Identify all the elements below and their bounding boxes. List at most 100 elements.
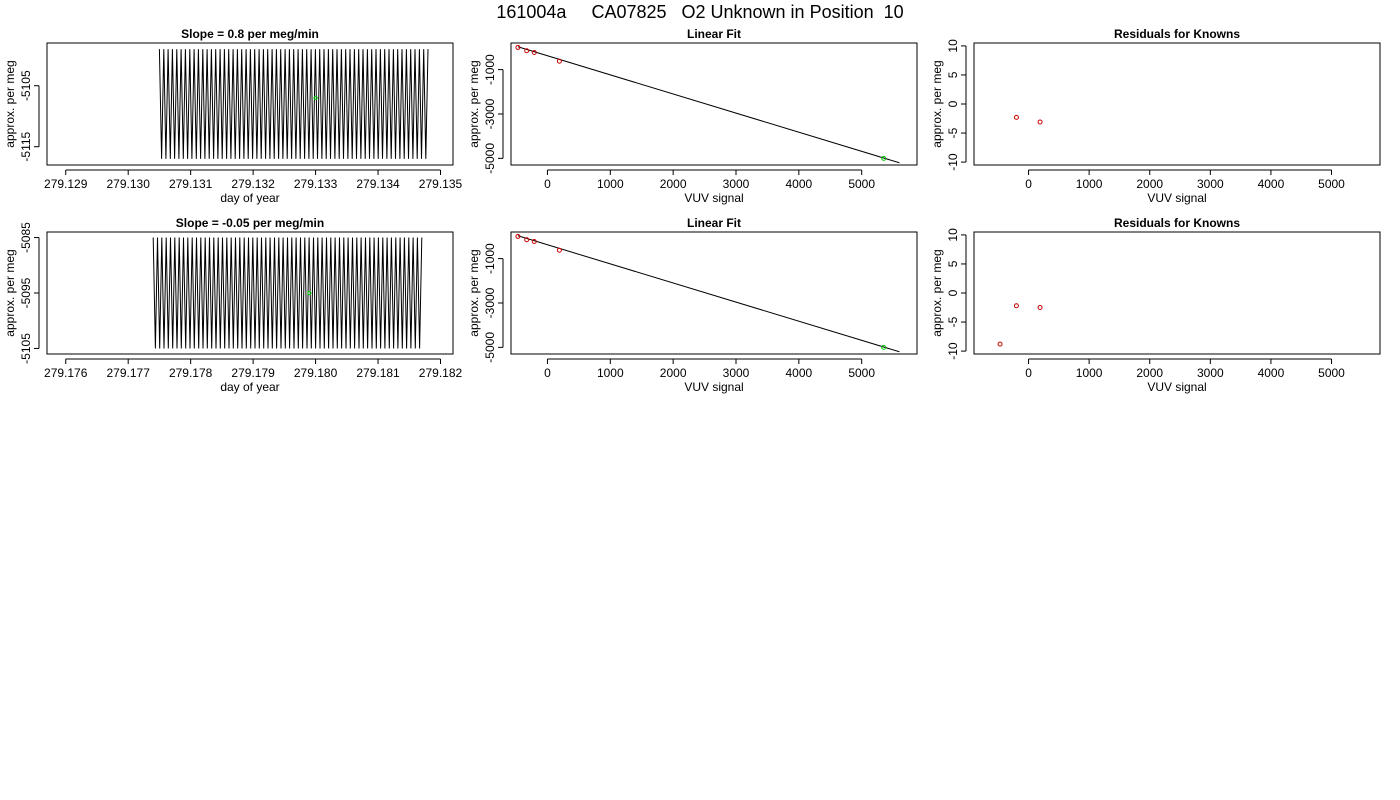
data-area [515,44,900,164]
x-tick-label: 5000 [1318,177,1345,191]
x-tick-label: 2000 [660,177,687,191]
plot-frame [46,42,454,166]
x-tick-label: 5000 [848,366,875,380]
unknown-marker [307,290,312,296]
x-tick-label: 279.135 [419,177,463,191]
x-tick-label: 279.132 [231,177,275,191]
trace-line [152,237,423,349]
y-tick-label: -1000 [483,54,497,85]
x-tick-label: 4000 [785,177,812,191]
y-axis-label: approx. per meg [930,249,944,336]
y-tick-label: -5085 [19,222,33,253]
plot-frame [510,231,918,355]
x-tick-label: 0 [544,177,551,191]
known-point [556,58,562,64]
x-tick-label: 4000 [1258,366,1285,380]
x-tick-label: 279.130 [107,177,151,191]
unknown-point [881,344,887,350]
x-tick-label: 279.180 [294,366,338,380]
x-tick-label: 2000 [1136,366,1163,380]
x-tick-label: 1000 [597,366,624,380]
data-area [997,303,1043,347]
known-point [515,44,521,50]
chart-title: Residuals for Knowns [1114,216,1240,230]
chart-title: Slope = -0.05 per meg/min [176,216,324,230]
x-tick-label: 2000 [1136,177,1163,191]
y-axis-label: approx. per meg [3,60,17,147]
data-area [1013,114,1043,125]
panel-r1-trace: Slope = 0.8 per meg/min 279.129 279.130 279… [3,27,463,205]
known-point [1013,114,1019,120]
x-tick-label: 0 [544,366,551,380]
panel-r2-fit: Linear Fit 0 1000 2000 3000 4000 5000 VUV signa… [467,216,918,394]
x-axis-label: VUV signal [684,380,743,394]
fit-line [517,46,900,164]
known-point [515,233,521,239]
y-axis-label: approx. per meg [467,249,481,336]
y-tick-label: -10 [946,342,960,360]
y-tick-label: 0 [946,289,960,296]
x-axis-label: day of year [220,380,279,394]
known-point [1013,303,1019,309]
known-point [556,247,562,253]
y-tick-label: 5 [946,71,960,78]
x-tick-label: 4000 [1258,177,1285,191]
x-tick-label: 279.177 [107,366,151,380]
x-tick-label: 0 [1025,366,1032,380]
trace-line [158,49,429,159]
y-tick-label: -5095 [19,277,33,308]
data-area [515,233,900,353]
x-tick-label: 2000 [660,366,687,380]
y-tick-label: -5000 [483,143,497,174]
known-point [997,341,1003,347]
chart-title: Linear Fit [687,216,741,230]
x-tick-label: 279.129 [44,177,88,191]
x-tick-label: 0 [1025,177,1032,191]
chart-title: Slope = 0.8 per meg/min [181,27,319,41]
chart-title: Linear Fit [687,27,741,41]
plot-frame [510,42,918,166]
x-axis-label: day of year [220,191,279,205]
panel-r1-resid: Residuals for Knowns 0 1000 2000 3000 4000 500… [930,27,1381,205]
y-tick-label: -5000 [483,332,497,363]
x-axis-label: VUV signal [684,191,743,205]
known-point [1037,119,1043,125]
y-tick-label: -3000 [483,287,497,318]
y-tick-label: -5105 [19,70,33,101]
x-tick-label: 3000 [723,366,750,380]
y-tick-label: -1000 [483,243,497,274]
known-point [524,237,530,243]
page-title: 161004a CA07825 O2 Unknown in Position 1… [496,2,904,22]
x-tick-label: 279.181 [356,366,400,380]
x-tick-label: 279.179 [231,366,275,380]
plot-frame [973,231,1381,355]
x-axis-label: VUV signal [1147,191,1206,205]
x-tick-label: 279.178 [169,366,213,380]
y-tick-label: 10 [946,228,960,242]
data-area [158,49,429,159]
x-tick-label: 279.133 [294,177,338,191]
x-tick-label: 1000 [597,177,624,191]
y-tick-label: -10 [946,153,960,171]
known-point [531,239,537,245]
x-tick-label: 279.131 [169,177,213,191]
x-tick-label: 5000 [848,177,875,191]
data-area [152,237,423,349]
x-tick-label: 3000 [723,177,750,191]
x-tick-label: 1000 [1076,177,1103,191]
x-tick-label: 3000 [1197,177,1224,191]
plot-frame [46,231,454,355]
panel-r2-resid: Residuals for Knowns 0 1000 2000 3000 4000 500… [930,216,1381,394]
y-tick-label: -5115 [19,131,33,161]
x-tick-label: 1000 [1076,366,1103,380]
y-axis-label: approx. per meg [3,249,17,336]
unknown-point [881,155,887,161]
y-axis-label: approx. per meg [467,60,481,147]
chart-title: Residuals for Knowns [1114,27,1240,41]
y-tick-label: 10 [946,39,960,53]
y-tick-label: -5 [946,316,960,327]
x-tick-label: 279.134 [356,177,400,191]
x-tick-label: 3000 [1197,366,1224,380]
panel-r2-trace: Slope = -0.05 per meg/min 279.176 279.177 2… [3,216,463,394]
